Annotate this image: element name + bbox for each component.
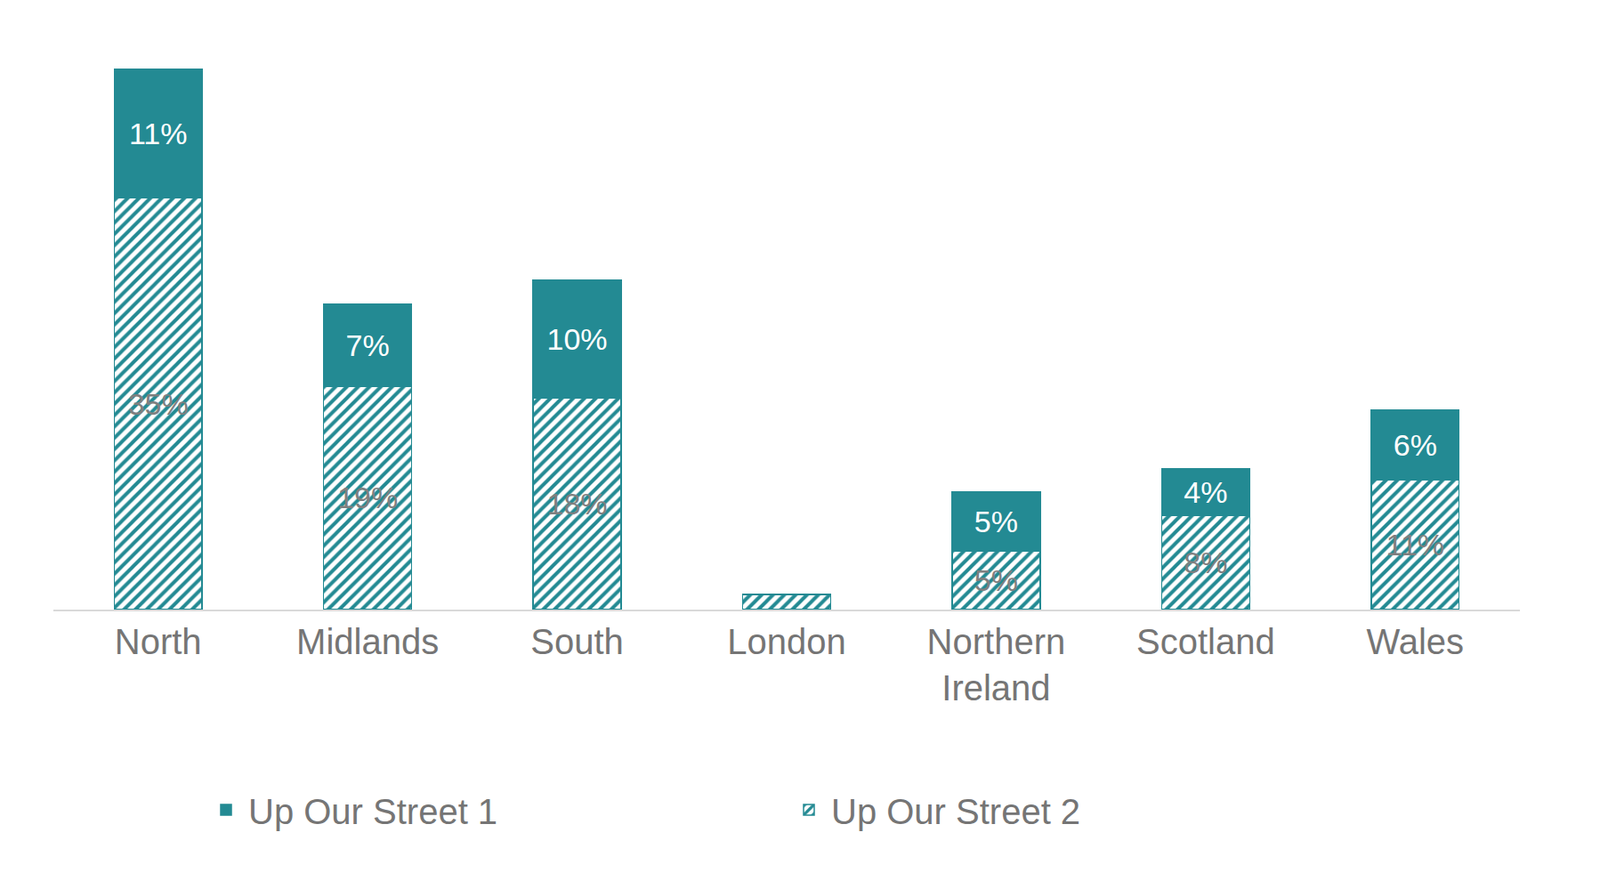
svg-text:7%: 7% xyxy=(346,328,390,363)
svg-text:18%: 18% xyxy=(547,486,608,521)
svg-text:11%: 11% xyxy=(1386,527,1446,562)
svg-text:Wales: Wales xyxy=(1365,622,1464,662)
svg-text:North: North xyxy=(114,622,203,662)
svg-text:Up Our Street 1: Up Our Street 1 xyxy=(248,791,498,832)
svg-text:19%: 19% xyxy=(337,480,398,515)
svg-text:10%: 10% xyxy=(547,322,608,356)
svg-text:Scotland: Scotland xyxy=(1136,622,1276,662)
svg-text:8%: 8% xyxy=(1183,545,1228,580)
svg-text:5%: 5% xyxy=(974,504,1019,539)
svg-text:5%: 5% xyxy=(974,563,1019,598)
svg-text:South: South xyxy=(530,622,624,662)
svg-text:4%: 4% xyxy=(1183,475,1228,510)
svg-text:6%: 6% xyxy=(1393,428,1438,462)
svg-text:NorthernIreland: NorthernIreland xyxy=(927,622,1067,708)
svg-text:Up Our Street 2: Up Our Street 2 xyxy=(831,791,1081,832)
svg-text:Midlands: Midlands xyxy=(296,622,439,662)
svg-text:35%: 35% xyxy=(128,387,189,421)
svg-text:London: London xyxy=(727,622,846,662)
svg-text:11%: 11% xyxy=(129,116,188,151)
